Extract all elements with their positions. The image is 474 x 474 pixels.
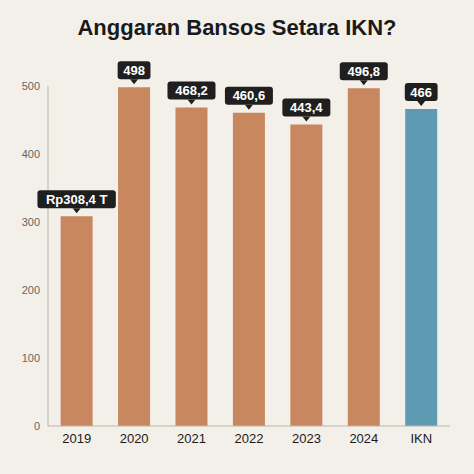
svg-text:466: 466 [410,85,432,100]
svg-text:0: 0 [34,420,40,432]
svg-text:Rp308,4 T: Rp308,4 T [46,192,107,207]
svg-text:100: 100 [22,352,40,364]
svg-text:300: 300 [22,216,40,228]
svg-text:500: 500 [22,80,40,92]
svg-text:2024: 2024 [349,431,378,446]
svg-text:2020: 2020 [120,431,149,446]
svg-text:2019: 2019 [62,431,91,446]
svg-text:200: 200 [22,284,40,296]
svg-text:2023: 2023 [292,431,321,446]
html-text:Anggaran Bansos Setara IKN?: Anggaran Bansos Setara IKN? [77,15,397,40]
svg-text:2021: 2021 [177,431,206,446]
svg-text:468,2: 468,2 [175,83,208,98]
svg-text:443,4: 443,4 [290,100,323,115]
svg-text:400: 400 [22,148,40,160]
svg-text:2022: 2022 [235,431,264,446]
svg-text:498: 498 [123,63,145,78]
svg-text:IKN: IKN [410,431,432,446]
svg-text:496,8: 496,8 [348,64,381,79]
svg-text:460,6: 460,6 [233,88,266,103]
